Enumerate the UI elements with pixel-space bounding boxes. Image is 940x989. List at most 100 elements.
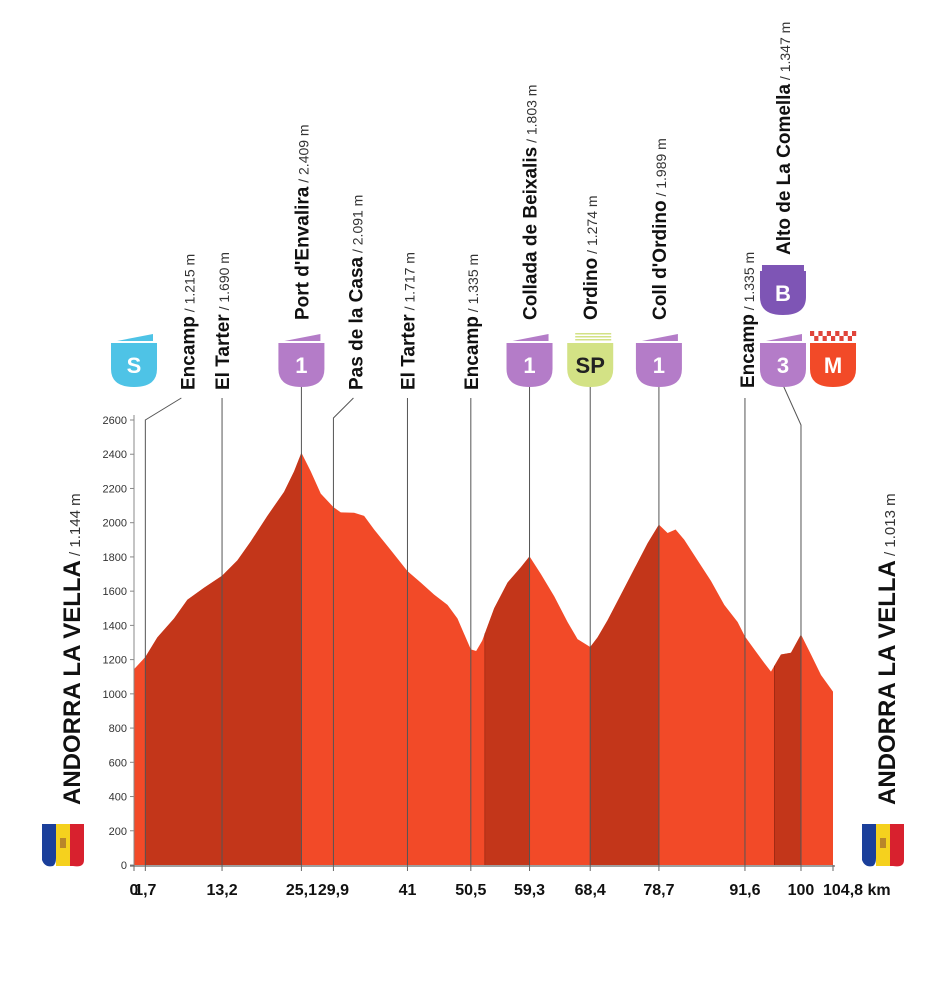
finish-city-name: ANDORRA LA VELLA (874, 560, 901, 805)
y-tick-label: 2600 (103, 415, 127, 427)
y-tick-label: 200 (109, 826, 127, 838)
badge-1-6-text: 1 (523, 353, 535, 378)
start-city-name: ANDORRA LA VELLA (59, 560, 86, 805)
x-tick-label: 78,7 (643, 882, 674, 899)
finish-badge-check (839, 336, 844, 341)
y-tick-label: 1000 (103, 689, 127, 701)
waypoint-label-2: Port d'Envalira / 2.409 m (292, 124, 313, 320)
leader-line-0 (144, 397, 182, 658)
waypoint-name: El Tarter (213, 314, 234, 390)
x-axis: 01,7 13,2 25,1 29,9 41 50,5 59,3 68,4 78,7 91,6 10… (130, 865, 891, 899)
y-tick-label: 400 (109, 792, 127, 804)
start-badge-shape (111, 343, 157, 387)
badge-1-2-shape (278, 343, 325, 387)
waypoint-altitude: / 1.274 m (584, 195, 600, 257)
finish-city-altitude: / 1.013 m (882, 493, 899, 560)
waypoint-altitude: / 1.347 m (777, 22, 793, 84)
badge-1-6-shape (506, 343, 553, 387)
y-tick-label: 0 (121, 860, 127, 872)
start-flag-red (70, 824, 84, 867)
finish-badge-check (826, 331, 831, 336)
x-tick-label: 68,4 (575, 882, 606, 899)
x-tick-label: 0 (130, 882, 139, 899)
badge-1-8-tab (641, 334, 678, 341)
waypoint-name: El Tarter (398, 314, 419, 390)
x-tick-label: 25,1 (286, 882, 317, 899)
profile-shade-band-4 (774, 634, 801, 865)
waypoint-labels: Encamp / 1.215 m El Tarter / 1.690 m Port … (178, 22, 795, 390)
finish-badge-shape (810, 343, 856, 387)
waypoint-altitude: / 2.409 m (295, 124, 311, 186)
start-city-label: ANDORRA LA VELLA / 1.144 m (59, 493, 86, 805)
x-tick-label: 13,2 (206, 882, 237, 899)
waypoint-label-0: Encamp / 1.215 m (178, 254, 199, 390)
y-axis: 0 200 400 600 800 1000 1200 1400 1600 1800 2000 220… (103, 415, 135, 872)
finish-badge-check (847, 336, 852, 341)
finish-badge-check (822, 336, 827, 341)
x-tick-label: 91,6 (729, 882, 760, 899)
waypoint-label-8: Coll d'Ordino / 1.989 m (650, 138, 671, 320)
x-tick-label: 41 (399, 882, 417, 899)
waypoint-altitude: / 1.335 m (465, 254, 481, 316)
y-tick-label: 600 (109, 757, 127, 769)
waypoint-name: Encamp (738, 314, 759, 388)
y-tick-label: 1400 (103, 620, 127, 632)
y-tick-label: 2400 (103, 449, 127, 461)
profile-shade-band-1 (222, 452, 302, 865)
start-flag-crest (60, 838, 66, 848)
waypoint-altitude: / 1.717 m (401, 252, 417, 314)
waypoint-name: Encamp (178, 316, 199, 390)
waypoint-altitude: / 1.335 m (741, 252, 757, 314)
profile-shade-band-0 (145, 575, 223, 865)
x-tick-label: 29,9 (318, 882, 349, 899)
waypoint-label-3: Pas de la Casa / 2.091 m (346, 195, 367, 390)
waypoint-lines (144, 384, 802, 865)
y-tick-label: 2000 (103, 518, 127, 530)
badge-1-2-text: 1 (295, 353, 307, 378)
start-flag-blue (42, 824, 56, 867)
waypoint-label-6: Collada de Beixalis / 1.803 m (521, 85, 542, 320)
badge-SP-7-shape (567, 343, 614, 387)
waypoint-label-5: Encamp / 1.335 m (462, 254, 483, 390)
x-tick-label: 59,3 (514, 882, 545, 899)
profile-shade-band-3 (590, 524, 659, 865)
badge-SP-7-stripe (575, 333, 612, 335)
waypoint-name: Alto de La Comella (774, 84, 795, 255)
leader-line-10 (782, 384, 802, 635)
waypoint-altitude: / 1.803 m (524, 85, 540, 147)
waypoint-name: Port d'Envalira (292, 186, 313, 320)
waypoint-label-9: Encamp / 1.335 m (738, 252, 759, 388)
finish-badge-check (852, 331, 857, 336)
leader-line-3 (332, 397, 354, 508)
waypoint-name: Ordino (581, 258, 602, 320)
y-tick-label: 1600 (103, 586, 127, 598)
badge-3-10-text: 3 (777, 353, 789, 378)
badge-1-8-text: 1 (653, 353, 665, 378)
y-tick-label: 800 (109, 723, 127, 735)
start-badge-tab (117, 334, 153, 341)
bonus-badge-10-crown (761, 265, 804, 271)
finish-badge-check (810, 331, 815, 336)
finish-flag-red (890, 824, 904, 867)
finish-flag-crest (880, 838, 886, 848)
waypoint-badges: S M 1 1 SP 1 3 B (111, 265, 857, 387)
finish-city-label: ANDORRA LA VELLA / 1.013 m (874, 493, 901, 805)
waypoint-label-4: El Tarter / 1.717 m (398, 252, 419, 390)
waypoint-label-10: Alto de La Comella / 1.347 m (774, 22, 795, 255)
finish-badge-check (843, 331, 848, 336)
y-tick-label: 1800 (103, 552, 127, 564)
start-badge-text: S (127, 353, 142, 378)
x-tick-label: 100 (788, 882, 815, 899)
waypoint-label-7: Ordino / 1.274 m (581, 195, 602, 320)
y-tick-label: 1200 (103, 655, 127, 667)
waypoint-altitude: / 2.091 m (349, 195, 365, 257)
waypoint-altitude: / 1.215 m (181, 254, 197, 316)
bonus-badge-10-shape (759, 271, 806, 315)
badge-SP-7-text: SP (576, 353, 605, 378)
badge-1-2-tab (284, 334, 321, 341)
start-city-altitude: / 1.144 m (67, 493, 84, 560)
finish-badge-check (835, 331, 840, 336)
